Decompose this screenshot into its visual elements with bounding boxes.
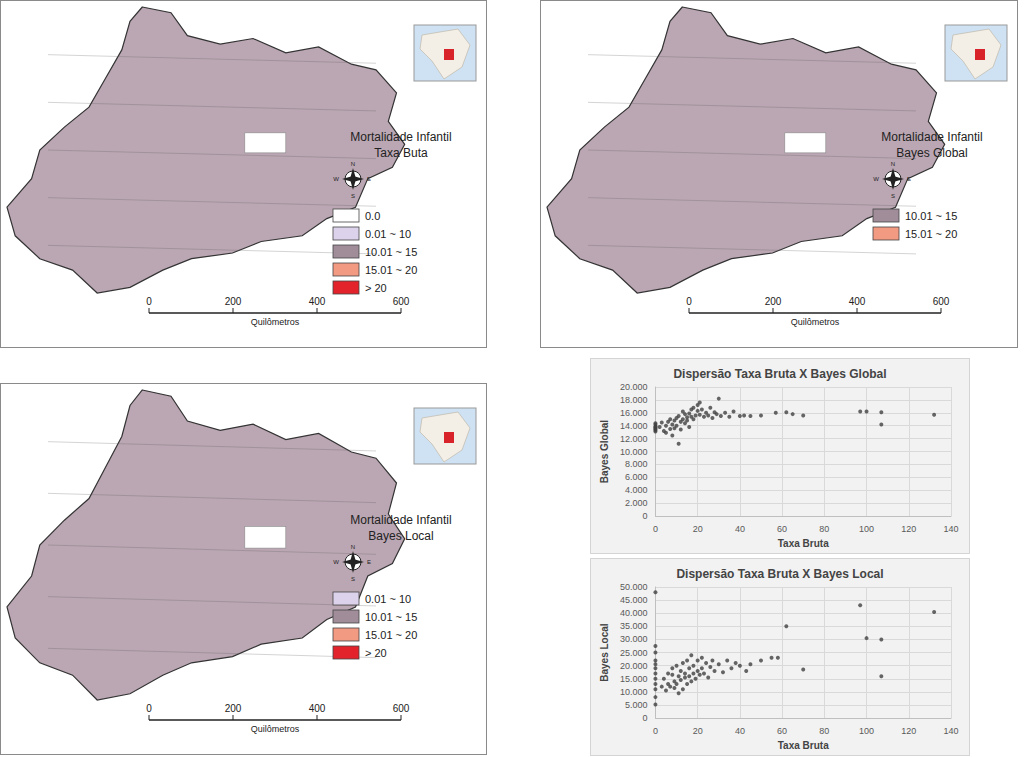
svg-text:600: 600 [393, 296, 410, 307]
svg-text:400: 400 [849, 296, 866, 307]
svg-text:6.000: 6.000 [625, 472, 648, 482]
svg-text:400: 400 [309, 703, 326, 714]
svg-text:80: 80 [819, 726, 829, 736]
svg-text:16.000: 16.000 [620, 408, 648, 418]
svg-text:Mortalidade Infantil: Mortalidade Infantil [350, 513, 451, 527]
svg-text:4.000: 4.000 [625, 485, 648, 495]
svg-text:0: 0 [146, 296, 152, 307]
svg-text:140: 140 [943, 524, 958, 534]
svg-text:100: 100 [859, 726, 874, 736]
svg-text:10.01 ~ 15: 10.01 ~ 15 [365, 246, 417, 258]
svg-text:Bayes Global: Bayes Global [896, 146, 967, 160]
svg-text:50.000: 50.000 [620, 582, 648, 592]
svg-text:140: 140 [943, 726, 958, 736]
svg-text:600: 600 [933, 296, 950, 307]
svg-text:15.01 ~ 20: 15.01 ~ 20 [905, 228, 957, 240]
svg-text:30.000: 30.000 [620, 634, 648, 644]
svg-text:40.000: 40.000 [620, 608, 648, 618]
svg-text:W: W [333, 176, 339, 182]
svg-text:120: 120 [901, 524, 916, 534]
svg-text:45.000: 45.000 [620, 595, 648, 605]
svg-text:0: 0 [642, 713, 647, 723]
svg-text:Bayes Local: Bayes Local [368, 529, 433, 543]
svg-text:15.000: 15.000 [620, 674, 648, 684]
svg-text:2.000: 2.000 [625, 498, 648, 508]
svg-text:20: 20 [693, 524, 703, 534]
svg-text:600: 600 [393, 703, 410, 714]
svg-text:40: 40 [735, 524, 745, 534]
svg-text:120: 120 [901, 726, 916, 736]
svg-text:E: E [907, 176, 911, 182]
svg-text:400: 400 [309, 296, 326, 307]
svg-text:60: 60 [777, 726, 787, 736]
svg-text:S: S [891, 193, 895, 199]
svg-text:200: 200 [225, 703, 242, 714]
svg-text:20: 20 [693, 726, 703, 736]
svg-text:10.01 ~ 15: 10.01 ~ 15 [365, 611, 417, 623]
svg-text:Mortalidade Infantil: Mortalidade Infantil [881, 130, 982, 144]
svg-text:Quilômetros: Quilômetros [791, 317, 840, 327]
svg-text:0.01 ~ 10: 0.01 ~ 10 [365, 593, 411, 605]
svg-text:25.000: 25.000 [620, 648, 648, 658]
svg-text:Taxa Buta: Taxa Buta [374, 146, 428, 160]
svg-text:10.000: 10.000 [620, 687, 648, 697]
svg-text:80: 80 [819, 524, 829, 534]
svg-text:Bayes Global: Bayes Global [599, 420, 610, 484]
svg-text:N: N [891, 161, 895, 167]
svg-text:0: 0 [653, 726, 658, 736]
svg-text:N: N [351, 544, 355, 550]
svg-text:100: 100 [859, 524, 874, 534]
svg-text:0: 0 [686, 296, 692, 307]
svg-text:12.000: 12.000 [620, 434, 648, 444]
svg-text:15.01 ~ 20: 15.01 ~ 20 [365, 629, 417, 641]
svg-text:W: W [873, 176, 879, 182]
svg-text:10.000: 10.000 [620, 447, 648, 457]
svg-text:200: 200 [225, 296, 242, 307]
svg-text:0: 0 [642, 511, 647, 521]
svg-text:20.000: 20.000 [620, 661, 648, 671]
svg-text:E: E [367, 559, 371, 565]
svg-text:0.01 ~ 10: 0.01 ~ 10 [365, 228, 411, 240]
svg-text:Dispersão Taxa Bruta X Bayes G: Dispersão Taxa Bruta X Bayes Global [673, 367, 886, 381]
svg-text:S: S [351, 193, 355, 199]
svg-text:Quilômetros: Quilômetros [251, 317, 300, 327]
svg-text:> 20: > 20 [365, 647, 387, 659]
svg-text:40: 40 [735, 726, 745, 736]
svg-text:200: 200 [765, 296, 782, 307]
svg-text:15.01 ~ 20: 15.01 ~ 20 [365, 264, 417, 276]
svg-text:Bayes Local: Bayes Local [599, 623, 610, 682]
svg-text:0: 0 [146, 703, 152, 714]
svg-text:Dispersão Taxa Bruta X Bayes L: Dispersão Taxa Bruta X Bayes Local [676, 567, 883, 581]
svg-text:S: S [351, 576, 355, 582]
svg-text:N: N [351, 161, 355, 167]
svg-text:18.000: 18.000 [620, 395, 648, 405]
svg-text:Quilômetros: Quilômetros [251, 724, 300, 734]
svg-text:> 20: > 20 [365, 282, 387, 294]
svg-text:0: 0 [653, 524, 658, 534]
svg-text:Mortalidade Infantil: Mortalidade Infantil [350, 130, 451, 144]
svg-text:20.000: 20.000 [620, 382, 648, 392]
svg-text:14.000: 14.000 [620, 421, 648, 431]
svg-text:Taxa Bruta: Taxa Bruta [778, 538, 829, 549]
svg-text:10.01 ~ 15: 10.01 ~ 15 [905, 210, 957, 222]
svg-text:W: W [333, 559, 339, 565]
svg-text:0.0: 0.0 [365, 210, 380, 222]
svg-text:Taxa Bruta: Taxa Bruta [778, 740, 829, 751]
svg-text:5.000: 5.000 [625, 700, 648, 710]
svg-text:E: E [367, 176, 371, 182]
svg-text:60: 60 [777, 524, 787, 534]
svg-text:35.000: 35.000 [620, 621, 648, 631]
svg-text:8.000: 8.000 [625, 459, 648, 469]
